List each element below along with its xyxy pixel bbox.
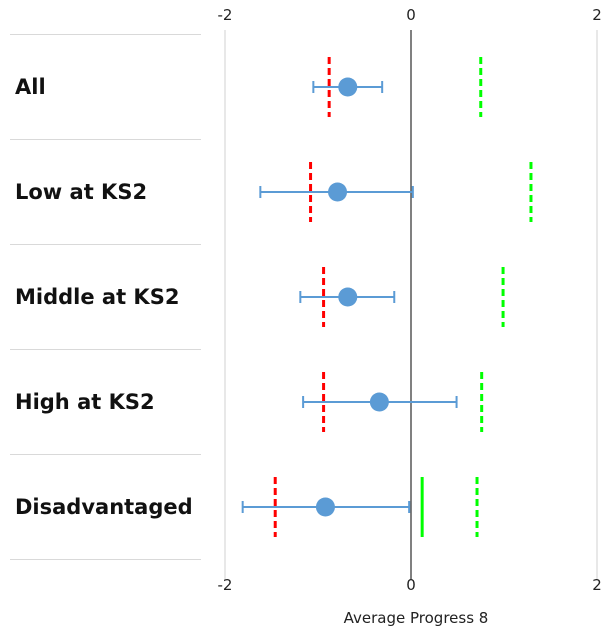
data-point xyxy=(369,392,389,412)
data-point xyxy=(328,182,348,202)
x-tick-label-top: -2 xyxy=(218,6,233,24)
x-tick-label-bottom: -2 xyxy=(218,576,233,594)
data-point xyxy=(338,287,358,307)
x-axis-title: Average Progress 8 xyxy=(344,609,489,627)
x-tick-label-top: 0 xyxy=(406,6,416,24)
category-label: Disadvantaged xyxy=(15,495,193,519)
x-tick-label-bottom: 0 xyxy=(406,576,416,594)
data-point xyxy=(315,497,335,517)
category-label: Low at KS2 xyxy=(15,180,147,204)
category-label: All xyxy=(15,75,46,99)
x-tick-label-bottom: 2 xyxy=(592,576,602,594)
category-label: High at KS2 xyxy=(15,390,155,414)
x-tick-label-top: 2 xyxy=(592,6,602,24)
data-point xyxy=(338,77,358,97)
category-label: Middle at KS2 xyxy=(15,285,179,309)
